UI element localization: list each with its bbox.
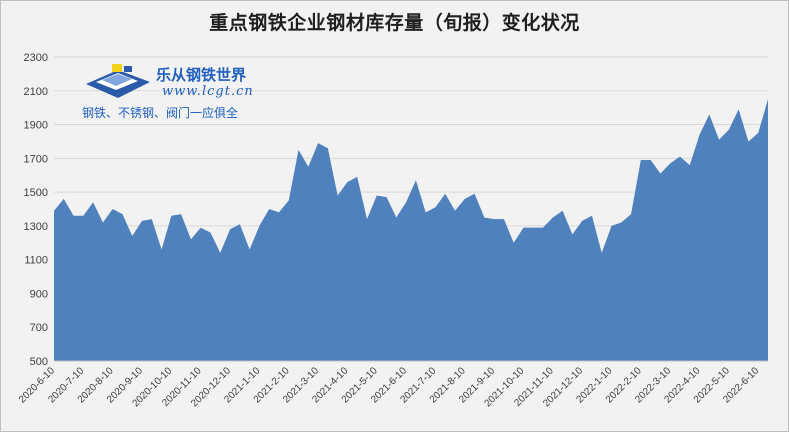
- y-tick-label: 500: [30, 356, 48, 368]
- y-tick-label: 900: [30, 288, 48, 300]
- series-area: [54, 99, 768, 361]
- y-tick-label: 1500: [24, 187, 48, 199]
- logo-slogan: 钢铁、不锈钢、阀门一应俱全: [82, 106, 239, 120]
- logo-name: 乐从钢铁世界: [156, 66, 247, 84]
- y-tick-label: 1300: [24, 221, 48, 233]
- y-tick-label: 2300: [24, 52, 48, 64]
- chart-title: 重点钢铁企业钢材库存量（旬报）变化状况: [209, 12, 580, 34]
- logo-url: www.lcgt.cn: [162, 84, 254, 99]
- steel-logo-icon: [86, 64, 150, 98]
- y-tick-label: 1700: [24, 153, 48, 165]
- y-tick-label: 1900: [24, 120, 48, 132]
- y-tick-label: 2100: [24, 86, 48, 98]
- y-tick-label: 700: [30, 322, 48, 334]
- site-logo: 乐从钢铁世界 www.lcgt.cn 钢铁、不锈钢、阀门一应俱全: [82, 62, 272, 124]
- y-tick-label: 1100: [24, 255, 48, 267]
